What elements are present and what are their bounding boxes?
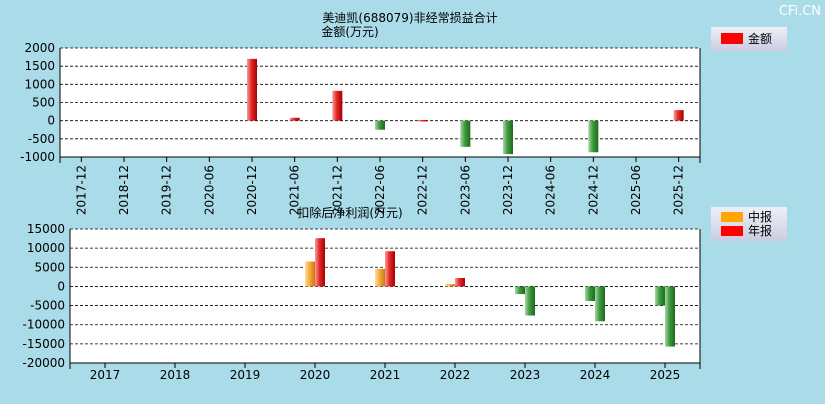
- bar-2024-12: [588, 120, 599, 153]
- chart-1-legend-swatch-amount: [721, 33, 743, 44]
- chart-1: 美迪凯(688079)非经常损益合计 金额(万元) 金额 2000 1500 100…: [20, 10, 787, 215]
- chart-2-plot-area: [70, 229, 700, 363]
- y-tick-label: 0: [47, 114, 55, 128]
- bar-2023-12: [503, 120, 513, 155]
- bar-2023: [525, 286, 535, 316]
- chart-1-axes: 2000 1500 1000 500 0 -500 -1000 2017-12 2018-12 2…: [20, 41, 701, 215]
- y-tick-label: 1500: [24, 59, 55, 73]
- bar-2020-12: [247, 58, 257, 121]
- y-tick-label: -500: [28, 132, 55, 146]
- bar-2021: [375, 268, 385, 287]
- chart-2-axes: 15000 10000 5000 0 -5000 -10000 -15000 -20000 20…: [22, 222, 701, 382]
- y-tick-label: 5000: [34, 260, 65, 274]
- y-tick-label: -15000: [22, 337, 65, 351]
- bar-2025: [655, 286, 665, 306]
- bar-2025: [665, 286, 675, 347]
- chart-2-legend-label-annual: 年报: [748, 223, 772, 238]
- bar-2022: [455, 278, 465, 287]
- chart-2-title: 扣除后净利润(万元): [297, 205, 402, 220]
- y-tick-label: 500: [32, 96, 55, 110]
- x-tick-label: 2021-12: [330, 165, 344, 215]
- y-tick-label: 2000: [24, 41, 55, 55]
- x-tick-label: 2025-12: [672, 165, 686, 215]
- chart-2: 扣除后净利润(万元) 中报 年报 15000 10000 5000 0 -5000 -10…: [22, 205, 787, 382]
- bar-2022: [445, 284, 455, 287]
- bar-2021-12: [332, 90, 343, 121]
- bar-2025-12: [673, 110, 684, 121]
- chart-2-bars: [305, 238, 675, 347]
- watermark: CFi.CN: [779, 4, 821, 19]
- bar-2020: [315, 238, 325, 287]
- bar-2021-06: [289, 117, 300, 121]
- bar-2020: [305, 261, 315, 287]
- bar-2024: [595, 286, 605, 322]
- x-tick-label: 2022-06: [373, 165, 387, 215]
- chart-1-title: 美迪凯(688079)非经常损益合计: [322, 10, 497, 25]
- x-tick-label: 2017-12: [74, 165, 88, 215]
- y-tick-label: -1000: [20, 150, 55, 164]
- y-tick-label: -10000: [22, 318, 65, 332]
- chart-1-bars: [247, 58, 684, 155]
- x-tick-label: 2023: [510, 368, 541, 382]
- x-tick-label: 2017: [90, 368, 121, 382]
- x-tick-label: 2023-12: [501, 165, 515, 215]
- bar-2021: [385, 251, 395, 287]
- y-tick-label: 15000: [27, 222, 65, 236]
- x-tick-label: 2022: [440, 368, 471, 382]
- x-tick-label: 2020: [300, 368, 331, 382]
- y-tick-label: 1000: [24, 77, 55, 91]
- x-tick-label: 2025-06: [629, 165, 643, 215]
- y-tick-label: 0: [57, 279, 65, 293]
- bar-2024: [585, 286, 595, 301]
- y-tick-label: 10000: [27, 241, 65, 255]
- y-tick-label: -20000: [22, 356, 65, 370]
- chart-2-legend-swatch-annual: [721, 226, 743, 236]
- x-tick-label: 2020-06: [202, 165, 216, 215]
- x-tick-label: 2020-12: [245, 165, 259, 215]
- x-tick-label: 2021-06: [288, 165, 302, 215]
- y-tick-label: -5000: [30, 299, 65, 313]
- chart-1-legend-label-amount: 金额: [748, 31, 772, 46]
- chart-2-legend-swatch-interim: [721, 212, 743, 222]
- x-tick-label: 2019: [230, 368, 261, 382]
- x-tick-label: 2023-06: [458, 165, 472, 215]
- bar-2022-06: [375, 120, 385, 130]
- bar-2023-06: [460, 120, 471, 147]
- x-tick-label: 2022-12: [416, 165, 430, 215]
- x-tick-label: 2025: [650, 368, 681, 382]
- x-tick-label: 2024: [580, 368, 611, 382]
- x-tick-label: 2018: [160, 368, 191, 382]
- x-tick-label: 2024-12: [586, 165, 600, 215]
- chart-2-legend-label-interim: 中报: [748, 209, 772, 224]
- x-tick-label: 2018-12: [117, 165, 131, 215]
- x-tick-label: 2024-06: [544, 165, 558, 215]
- chart-1-subtitle: 金额(万元): [321, 24, 378, 39]
- bar-2023: [515, 286, 525, 295]
- x-tick-label: 2019-12: [160, 165, 174, 215]
- x-tick-label: 2021: [370, 368, 401, 382]
- bar-2022-12: [417, 119, 428, 122]
